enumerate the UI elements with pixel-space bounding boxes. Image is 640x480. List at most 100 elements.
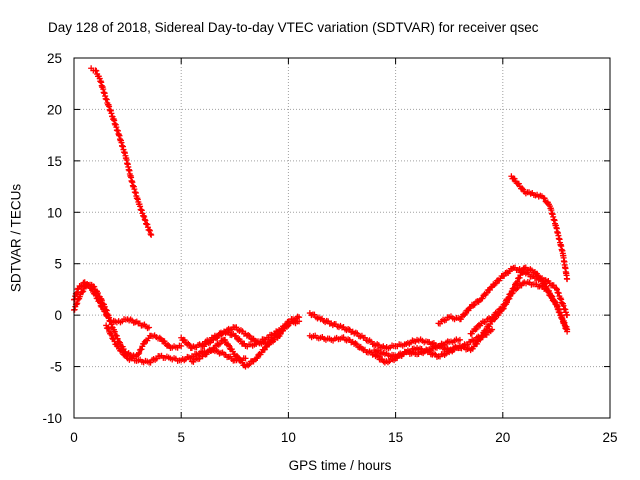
data-point xyxy=(124,316,131,323)
data-point xyxy=(148,231,155,238)
data-marker xyxy=(277,331,284,338)
data-point xyxy=(317,334,324,341)
data-point xyxy=(339,334,345,341)
data-point xyxy=(508,173,515,180)
data-point xyxy=(392,343,399,349)
data-marker xyxy=(543,284,550,291)
data-point xyxy=(456,336,463,343)
data-point xyxy=(564,312,571,319)
data-marker xyxy=(474,340,481,347)
y-tick-label: 10 xyxy=(47,205,62,220)
data-point xyxy=(521,264,528,271)
data-point xyxy=(128,178,135,185)
y-axis-label: SDTVAR / TECUs xyxy=(8,183,24,293)
data-point xyxy=(135,357,142,364)
data-marker xyxy=(493,310,500,317)
data-marker xyxy=(519,185,526,192)
data-point xyxy=(103,96,110,103)
data-point xyxy=(489,326,496,333)
data-point xyxy=(540,194,547,201)
y-tick-label: -5 xyxy=(50,360,62,375)
x-axis-label: GPS time / hours xyxy=(288,458,392,473)
data-marker xyxy=(282,322,289,329)
data-points xyxy=(71,65,571,370)
data-point xyxy=(542,277,549,284)
data-point xyxy=(546,203,553,210)
data-point xyxy=(146,324,153,331)
data-point xyxy=(83,281,90,288)
data-marker xyxy=(473,325,480,332)
y-tick-label: 25 xyxy=(47,51,62,66)
data-point xyxy=(467,330,474,337)
data-point xyxy=(381,345,388,352)
data-point xyxy=(328,336,335,343)
data-marker xyxy=(280,327,287,334)
data-point xyxy=(553,301,560,308)
data-marker xyxy=(80,288,87,295)
data-marker xyxy=(225,342,232,349)
data-marker xyxy=(502,300,509,307)
data-point xyxy=(253,355,260,362)
data-point xyxy=(339,324,345,331)
data-point xyxy=(328,320,335,327)
data-marker xyxy=(551,298,558,305)
data-marker xyxy=(514,278,521,285)
data-point xyxy=(510,264,517,271)
data-marker xyxy=(245,331,252,338)
data-point xyxy=(96,293,103,300)
data-point xyxy=(456,316,463,323)
data-point xyxy=(103,307,110,313)
data-marker xyxy=(136,350,143,357)
data-marker xyxy=(549,293,556,300)
data-point xyxy=(414,336,421,343)
data-marker xyxy=(186,342,193,349)
data-marker xyxy=(246,361,253,368)
data-marker xyxy=(534,272,541,279)
data-point xyxy=(242,330,249,337)
data-marker xyxy=(119,348,126,355)
data-point xyxy=(141,338,148,345)
y-tick-label: 5 xyxy=(54,257,62,272)
data-marker xyxy=(488,284,495,291)
data-point xyxy=(306,310,313,317)
data-marker xyxy=(181,337,188,344)
data-marker xyxy=(353,341,360,348)
data-marker xyxy=(474,298,481,305)
data-point xyxy=(242,363,249,370)
data-marker xyxy=(483,290,490,297)
data-marker xyxy=(462,310,469,317)
data-point xyxy=(146,359,153,366)
series-arc-f xyxy=(201,313,301,350)
data-point xyxy=(296,314,303,321)
data-point xyxy=(263,334,270,341)
data-point xyxy=(231,351,238,358)
data-point xyxy=(210,336,217,343)
data-point xyxy=(135,320,142,327)
data-marker xyxy=(185,340,192,347)
data-point xyxy=(263,340,270,347)
data-marker xyxy=(518,269,525,276)
data-point xyxy=(403,340,410,347)
data-point xyxy=(306,332,313,339)
data-point xyxy=(122,152,129,159)
data-marker xyxy=(203,351,210,358)
data-point xyxy=(381,359,388,366)
data-marker xyxy=(105,325,112,332)
data-point xyxy=(478,295,485,302)
data-marker xyxy=(118,347,125,354)
data-marker xyxy=(356,344,363,351)
data-marker xyxy=(550,282,557,289)
data-point xyxy=(521,188,528,195)
data-marker xyxy=(471,301,478,308)
x-tick-label: 20 xyxy=(495,430,510,445)
data-point xyxy=(478,320,485,327)
data-marker xyxy=(511,175,518,182)
y-tick-label: 0 xyxy=(54,308,62,323)
data-point xyxy=(435,320,442,327)
data-point xyxy=(221,328,228,335)
data-marker xyxy=(138,346,145,353)
data-point xyxy=(424,338,431,345)
data-point xyxy=(371,340,378,347)
data-marker xyxy=(235,354,242,361)
